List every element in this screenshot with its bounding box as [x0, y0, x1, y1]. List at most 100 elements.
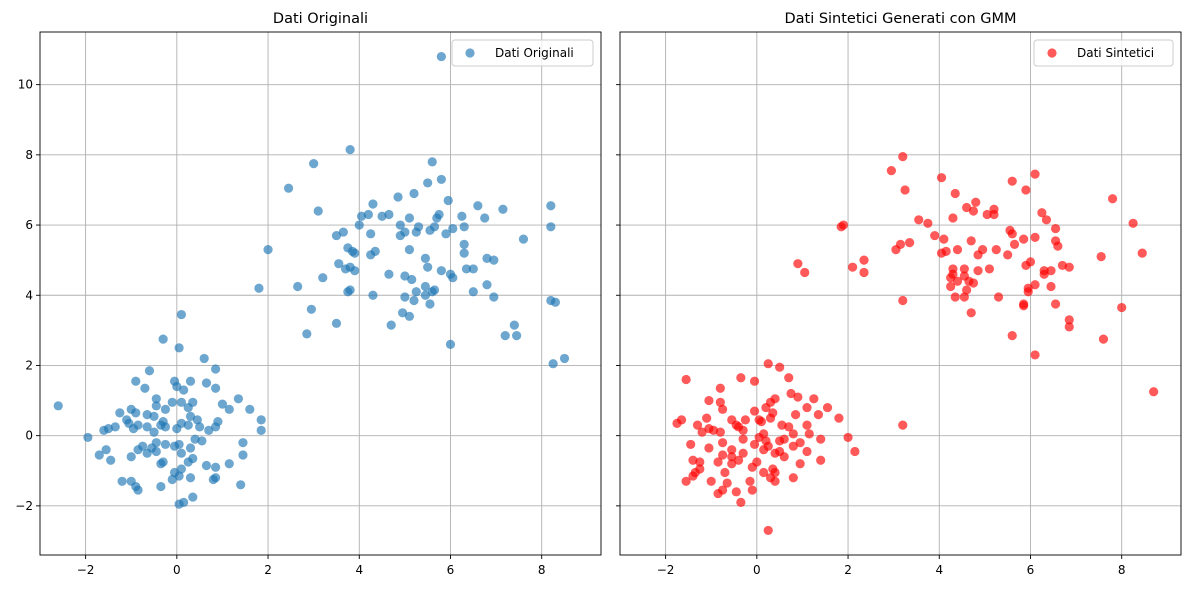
data-point [210, 422, 221, 432]
data-point [423, 178, 433, 188]
data-point [891, 245, 901, 255]
x-tick-label: 6 [1027, 563, 1035, 577]
data-point [436, 266, 446, 276]
data-point [993, 292, 1004, 302]
data-point [411, 227, 421, 237]
data-point [210, 364, 221, 374]
data-point [784, 422, 794, 432]
data-point [468, 287, 478, 297]
data-point [788, 441, 798, 451]
data-point [859, 267, 869, 278]
data-point [731, 487, 741, 497]
data-point [727, 445, 737, 455]
data-point [704, 443, 714, 453]
chart-title: Dati Sintetici Generati con GMM [784, 11, 1016, 27]
data-point [727, 452, 737, 462]
data-point [959, 292, 969, 302]
data-point [224, 404, 234, 414]
data-point [843, 432, 853, 443]
legend-marker [1047, 48, 1057, 58]
data-point [548, 359, 558, 369]
data-point [480, 213, 490, 223]
data-point [192, 415, 202, 425]
data-point [404, 213, 415, 223]
data-point [368, 290, 378, 300]
data-point [283, 183, 294, 193]
data-point [156, 481, 166, 492]
data-point [1025, 257, 1036, 267]
data-point [350, 248, 360, 258]
data-point [420, 281, 431, 292]
data-point [306, 304, 316, 314]
data-point [736, 373, 746, 383]
x-tick-label: −2 [657, 563, 675, 577]
data-point [224, 459, 234, 469]
data-point [715, 427, 725, 437]
data-point [756, 417, 766, 427]
data-point [518, 234, 529, 244]
data-point [681, 374, 691, 385]
data-point [188, 492, 198, 502]
data-point [834, 413, 844, 423]
data-point [448, 223, 458, 234]
data-point [489, 292, 499, 302]
data-point [720, 467, 730, 478]
data-point [1007, 229, 1017, 239]
data-point [793, 392, 803, 402]
data-point [722, 478, 732, 488]
data-point [936, 248, 947, 258]
data-point [427, 157, 437, 167]
data-point [185, 473, 196, 483]
data-point [210, 383, 221, 393]
data-point [713, 457, 723, 467]
data-point [962, 285, 972, 295]
data-point [441, 229, 451, 239]
data-point [263, 245, 273, 255]
data-point [395, 230, 405, 241]
data-point [309, 159, 319, 169]
data-point [804, 429, 814, 439]
data-point [436, 174, 446, 185]
data-point [185, 376, 196, 386]
data-point [167, 474, 177, 485]
data-point [775, 362, 785, 372]
data-point [749, 439, 760, 450]
data-point [331, 230, 342, 241]
y-tick-label: 4 [25, 288, 33, 302]
data-point [158, 334, 168, 344]
data-point [133, 445, 143, 455]
scatter-points [672, 152, 1159, 536]
data-point [384, 209, 394, 220]
data-point [948, 213, 958, 223]
data-point [254, 283, 264, 293]
data-point [423, 262, 433, 272]
data-point [448, 273, 458, 283]
data-point [293, 281, 303, 292]
data-point [740, 415, 751, 425]
data-point [850, 446, 860, 457]
x-tick-label: 8 [538, 563, 546, 577]
data-point [233, 394, 244, 404]
data-point [345, 144, 355, 155]
data-point [160, 439, 171, 450]
data-point [749, 376, 760, 386]
data-point [715, 397, 725, 407]
data-point [185, 443, 196, 453]
data-point [736, 497, 746, 507]
data-point [738, 425, 748, 435]
data-point [718, 450, 728, 460]
data-point [425, 299, 435, 309]
data-point [930, 230, 940, 241]
data-point [971, 197, 981, 207]
data-point [989, 209, 999, 220]
data-point [106, 455, 116, 465]
legend-label: Dati Originali [495, 46, 574, 60]
data-point [718, 438, 728, 448]
data-point [559, 353, 570, 364]
data-point [393, 192, 403, 202]
data-point [468, 264, 478, 274]
y-tick-label: −2 [15, 499, 33, 513]
data-point [115, 408, 125, 418]
data-point [210, 462, 221, 472]
data-point [713, 488, 723, 499]
